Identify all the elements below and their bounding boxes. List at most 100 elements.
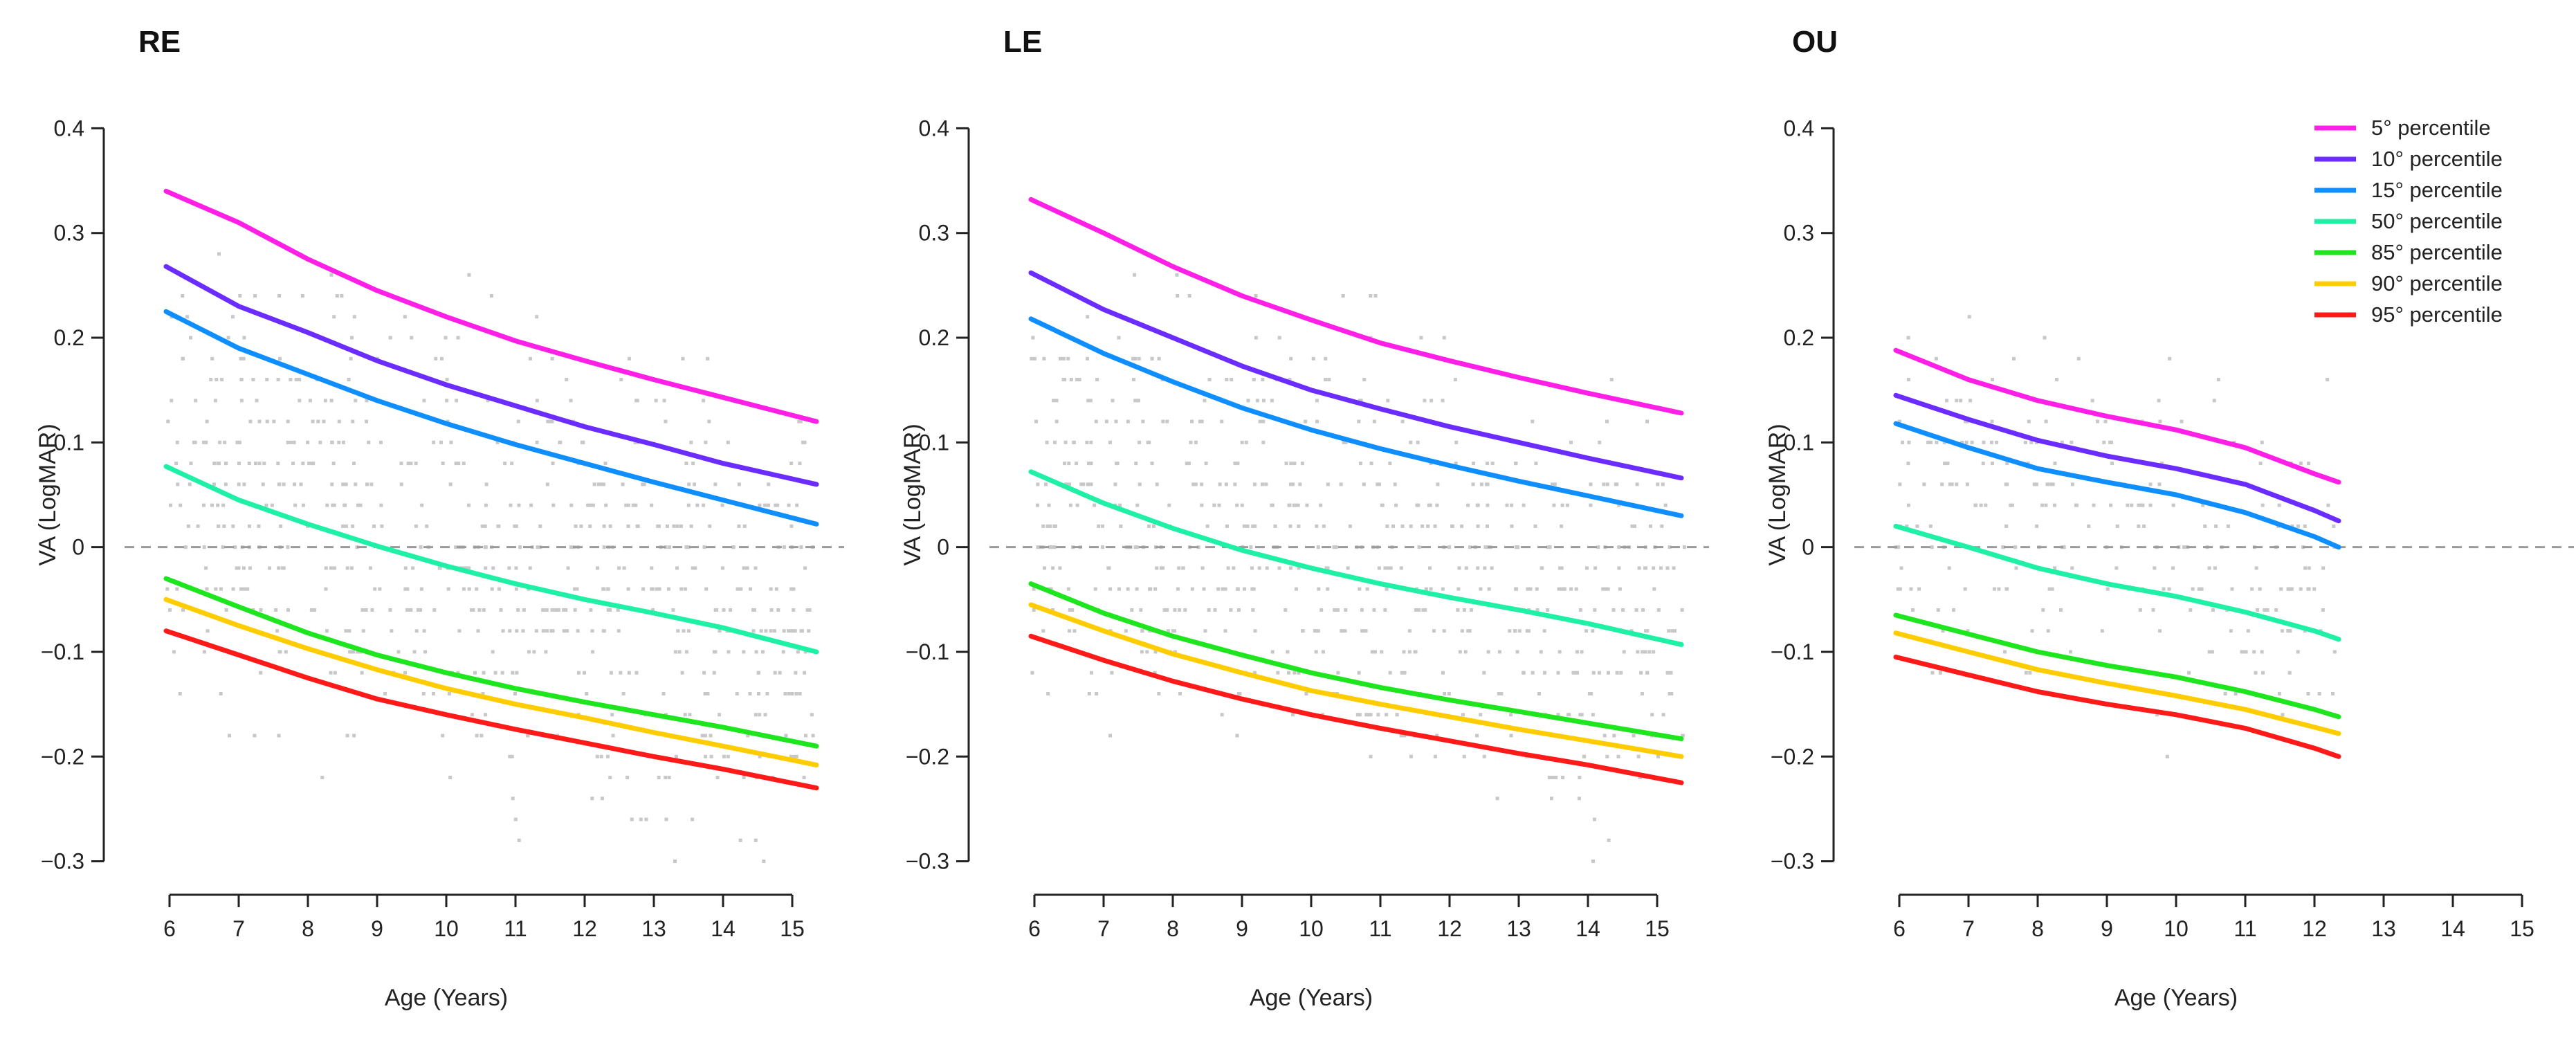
observation-point [340, 294, 344, 298]
observation-point [462, 462, 466, 466]
observation-point [2303, 566, 2308, 570]
observation-point [1104, 419, 1108, 424]
observation-point [1385, 587, 1389, 591]
x-tick-label: 15 [780, 916, 805, 941]
observation-point [202, 545, 206, 549]
observation-point [193, 440, 197, 444]
observation-point [231, 587, 235, 591]
observation-point [1554, 776, 1558, 780]
observation-point [1471, 482, 1475, 486]
observation-point [1898, 482, 1902, 486]
observation-point [185, 315, 190, 319]
observation-point [689, 524, 693, 528]
observation-point [558, 440, 563, 444]
observation-point [239, 399, 244, 403]
observation-point [1205, 524, 1209, 528]
observation-point [522, 608, 526, 612]
observation-point [590, 796, 594, 801]
observation-point [444, 336, 448, 340]
observation-point [1086, 482, 1090, 486]
observation-point [2216, 378, 2220, 382]
observation-point [272, 419, 276, 424]
observation-point [441, 734, 445, 738]
observation-point [783, 692, 787, 695]
observation-point [1665, 671, 1670, 675]
observation-point [445, 399, 449, 403]
observation-point [1388, 671, 1392, 675]
observation-point [332, 315, 336, 319]
observation-point [1394, 503, 1398, 507]
observation-point [1357, 671, 1361, 675]
observation-point [1463, 650, 1468, 654]
observation-point [2211, 608, 2215, 612]
observation-point [2137, 524, 2141, 528]
observation-point [679, 587, 684, 591]
observation-point [1153, 587, 1158, 591]
observation-point [2115, 524, 2119, 528]
observation-point [2148, 503, 2153, 507]
observation-point [1290, 713, 1295, 717]
observation-point [293, 503, 298, 507]
observation-point [1963, 587, 1967, 591]
observation-point [1558, 650, 1562, 654]
observation-point [1108, 440, 1112, 444]
observation-point [1495, 796, 1499, 801]
observation-point [802, 776, 806, 780]
observation-point [1528, 587, 1533, 591]
observation-point [1265, 566, 1269, 570]
observation-point [186, 524, 190, 528]
observation-point [439, 440, 443, 444]
observation-point [212, 482, 216, 486]
observation-point [205, 587, 209, 591]
observation-point [1615, 671, 1619, 675]
observation-point [1680, 608, 1684, 612]
observation-point [246, 587, 250, 591]
observation-point [2229, 629, 2233, 633]
observation-point [1616, 754, 1620, 758]
observation-point [1652, 566, 1656, 570]
observation-point [657, 776, 661, 780]
observation-point [600, 796, 604, 801]
observation-point [686, 545, 691, 549]
observation-point [2332, 650, 2337, 654]
series-line-95th-percentile [1028, 633, 1684, 785]
observation-point [337, 419, 341, 424]
observation-point [650, 587, 655, 591]
observation-point [1058, 356, 1062, 361]
observation-point [2299, 462, 2303, 466]
observation-point [337, 440, 341, 444]
observation-point [590, 629, 594, 633]
x-tick-label: 8 [2031, 916, 2044, 941]
observation-point [2274, 608, 2278, 612]
observation-point [2102, 440, 2106, 444]
observation-point [1663, 503, 1668, 507]
observation-point [1589, 503, 1593, 507]
observation-point [1264, 482, 1268, 486]
x-tick-label: 10 [2164, 916, 2189, 941]
observation-point [1453, 378, 1457, 382]
observation-point [1400, 524, 1405, 528]
observation-point [241, 566, 246, 570]
observation-point [591, 503, 595, 507]
observation-point [585, 692, 589, 695]
observation-point [1955, 482, 1959, 486]
observation-point [322, 419, 326, 424]
observation-point [274, 608, 278, 612]
observation-point [513, 692, 518, 695]
observation-point [1637, 566, 1641, 570]
observation-point [235, 440, 239, 444]
observation-point [1441, 671, 1445, 675]
observation-point [457, 629, 462, 633]
observation-point [742, 776, 746, 780]
observation-point [1941, 629, 1945, 633]
observation-point [677, 650, 682, 654]
observation-point [233, 545, 237, 549]
observation-point [574, 524, 578, 528]
observation-point [1232, 566, 1236, 570]
observation-point [499, 608, 503, 612]
observation-point [2171, 503, 2175, 507]
observation-point [1212, 503, 1216, 507]
observation-point [2326, 378, 2330, 382]
observation-point [1513, 629, 1517, 633]
observation-point [1068, 503, 1072, 507]
